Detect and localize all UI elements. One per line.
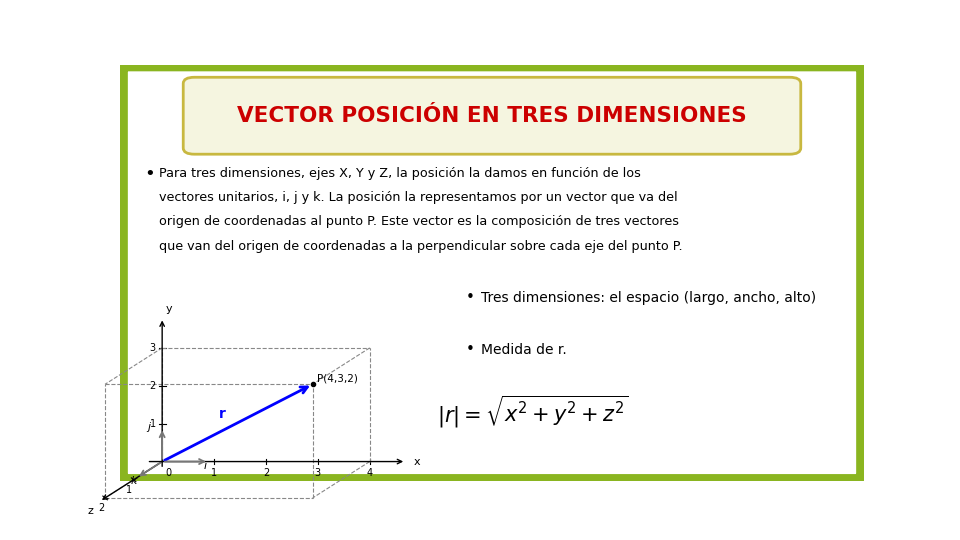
Text: que van del origen de coordenadas a la perpendicular sobre cada eje del punto P.: que van del origen de coordenadas a la p…	[158, 240, 683, 253]
Text: P(4,3,2): P(4,3,2)	[317, 374, 358, 383]
Text: 4: 4	[367, 468, 372, 478]
Text: 3: 3	[150, 343, 156, 353]
Text: r: r	[219, 407, 226, 421]
Text: VECTOR POSICIÓN EN TRES DIMENSIONES: VECTOR POSICIÓN EN TRES DIMENSIONES	[237, 106, 747, 126]
Text: 1: 1	[127, 485, 132, 495]
FancyBboxPatch shape	[183, 77, 801, 154]
Text: Para tres dimensiones, ejes X, Y y Z, la posición la damos en función de los: Para tres dimensiones, ejes X, Y y Z, la…	[158, 167, 640, 180]
Text: i: i	[204, 461, 206, 471]
Text: •: •	[466, 342, 475, 357]
Text: origen de coordenadas al punto P. Este vector es la composición de tres vectores: origen de coordenadas al punto P. Este v…	[158, 215, 679, 228]
Text: j: j	[148, 422, 151, 433]
Text: z: z	[87, 506, 93, 516]
Text: 2: 2	[263, 468, 269, 478]
Text: 1: 1	[150, 418, 156, 429]
Text: •: •	[144, 165, 155, 183]
Text: y: y	[166, 304, 173, 314]
Text: •: •	[466, 290, 475, 305]
Text: $|r| = \sqrt{x^2 + y^2 + z^2}$: $|r| = \sqrt{x^2 + y^2 + z^2}$	[437, 394, 629, 430]
Text: k: k	[131, 476, 137, 487]
Text: 0: 0	[165, 468, 172, 478]
Text: Tres dimensiones: el espacio (largo, ancho, alto): Tres dimensiones: el espacio (largo, anc…	[481, 291, 816, 305]
Text: 3: 3	[315, 468, 321, 478]
Text: x: x	[414, 456, 420, 467]
Text: 1: 1	[211, 468, 217, 478]
Text: 2: 2	[150, 381, 156, 391]
Text: vectores unitarios, i, j y k. La posición la representamos por un vector que va : vectores unitarios, i, j y k. La posició…	[158, 191, 678, 204]
FancyBboxPatch shape	[123, 66, 861, 479]
Text: 2: 2	[98, 503, 104, 513]
Text: Medida de r.: Medida de r.	[481, 342, 566, 356]
